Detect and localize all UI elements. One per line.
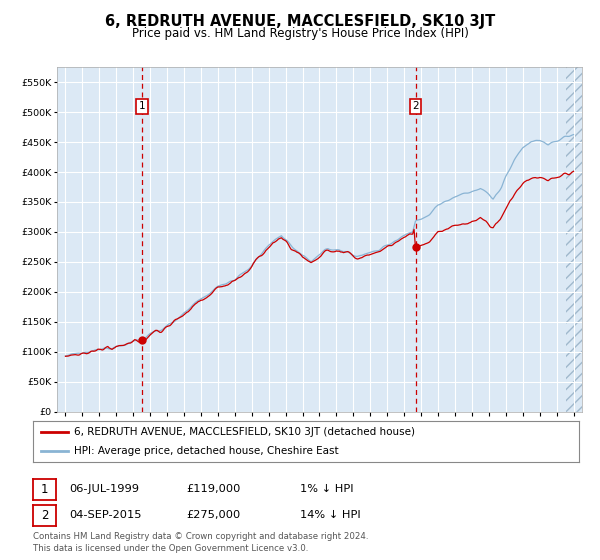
- Text: 6, REDRUTH AVENUE, MACCLESFIELD, SK10 3JT (detached house): 6, REDRUTH AVENUE, MACCLESFIELD, SK10 3J…: [74, 427, 415, 437]
- Text: Contains HM Land Registry data © Crown copyright and database right 2024.
This d: Contains HM Land Registry data © Crown c…: [33, 532, 368, 553]
- Text: 1: 1: [139, 101, 146, 111]
- Text: 1% ↓ HPI: 1% ↓ HPI: [300, 484, 353, 494]
- Text: 06-JUL-1999: 06-JUL-1999: [69, 484, 139, 494]
- Text: HPI: Average price, detached house, Cheshire East: HPI: Average price, detached house, Ches…: [74, 446, 338, 456]
- Bar: [566, 67, 582, 412]
- Text: 2: 2: [41, 509, 48, 522]
- Text: Price paid vs. HM Land Registry's House Price Index (HPI): Price paid vs. HM Land Registry's House …: [131, 27, 469, 40]
- Text: 6, REDRUTH AVENUE, MACCLESFIELD, SK10 3JT: 6, REDRUTH AVENUE, MACCLESFIELD, SK10 3J…: [105, 14, 495, 29]
- Text: 14% ↓ HPI: 14% ↓ HPI: [300, 510, 361, 520]
- Text: 04-SEP-2015: 04-SEP-2015: [69, 510, 142, 520]
- Text: £119,000: £119,000: [186, 484, 241, 494]
- Text: 1: 1: [41, 483, 48, 496]
- Text: 2: 2: [412, 101, 419, 111]
- Text: £275,000: £275,000: [186, 510, 240, 520]
